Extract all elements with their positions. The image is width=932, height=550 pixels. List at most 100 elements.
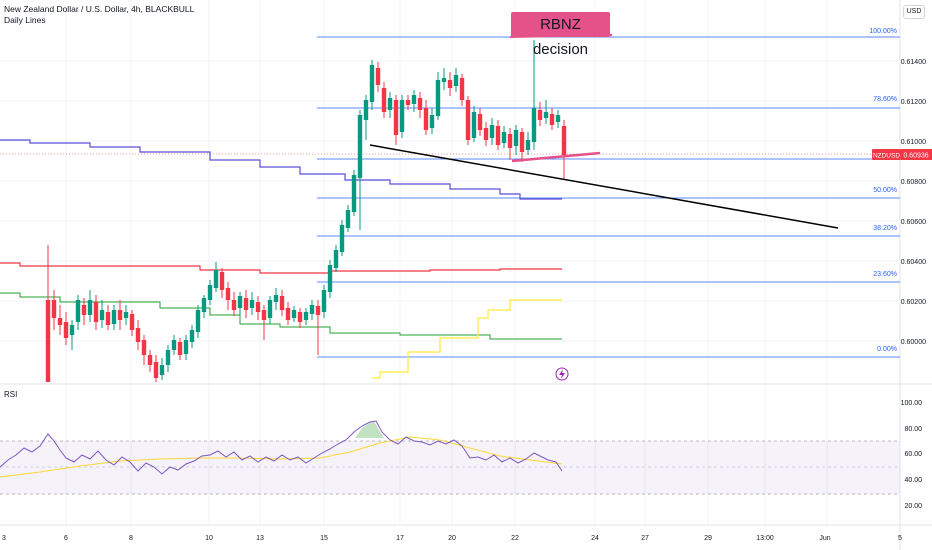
rsi-tick: 20.00 bbox=[904, 503, 922, 510]
candle-body bbox=[525, 140, 531, 150]
time-axis[interactable]: 3 6 8 10 13 15 17 20 22 24 27 29 13:00 J… bbox=[2, 535, 902, 542]
candle-body bbox=[489, 125, 495, 138]
candle-body bbox=[177, 342, 183, 355]
candle-body bbox=[189, 330, 195, 342]
candle-body bbox=[171, 340, 177, 350]
time-tick: 13 bbox=[256, 535, 264, 542]
candle-body bbox=[195, 310, 201, 332]
rsi-label[interactable]: RSI bbox=[4, 390, 18, 399]
price-tick: 0.61000 bbox=[901, 139, 926, 146]
candle-body bbox=[141, 340, 147, 355]
candle-body bbox=[393, 100, 399, 135]
time-tick: 27 bbox=[641, 535, 649, 542]
candle-body bbox=[555, 115, 561, 122]
candle-body bbox=[69, 325, 75, 335]
candle-body bbox=[309, 305, 315, 314]
candle-body bbox=[123, 312, 129, 318]
candle-body bbox=[201, 298, 207, 312]
candle-body bbox=[501, 132, 507, 143]
candle-body bbox=[237, 296, 243, 308]
fib-labels: 100.00% 78.60% 50.00% 38.20% 23.60% 0.00… bbox=[869, 28, 897, 353]
candle-body bbox=[519, 132, 525, 152]
candle-body bbox=[243, 298, 249, 310]
candle-body bbox=[495, 126, 501, 145]
candle-body bbox=[405, 100, 411, 105]
candle-body bbox=[297, 312, 303, 322]
time-tick: 6 bbox=[64, 535, 68, 542]
candle-body bbox=[135, 328, 141, 342]
candle-body bbox=[117, 310, 123, 320]
candle-body bbox=[87, 300, 93, 315]
price-axis[interactable]: 0.61400 0.61200 0.61000 0.60800 0.60600 … bbox=[901, 59, 926, 346]
candle-body bbox=[267, 300, 273, 318]
time-tick: 15 bbox=[320, 535, 328, 542]
time-tick: 24 bbox=[591, 535, 599, 542]
candle-body bbox=[303, 312, 309, 320]
currency-button[interactable]: USD bbox=[903, 5, 925, 19]
candle-body bbox=[45, 300, 51, 382]
price-tick: 0.60400 bbox=[901, 259, 926, 266]
candle-body bbox=[429, 115, 435, 128]
lightning-icon[interactable] bbox=[555, 367, 569, 381]
trendline-black[interactable] bbox=[369, 144, 839, 229]
candle-body bbox=[285, 308, 291, 320]
candle-body bbox=[477, 114, 483, 130]
candle-body bbox=[273, 295, 279, 302]
daily-line-blue bbox=[0, 139, 562, 200]
candle-body bbox=[459, 78, 465, 100]
candle-body bbox=[129, 314, 135, 330]
time-tick: 8 bbox=[129, 535, 133, 542]
rsi-tick: 60.00 bbox=[904, 451, 922, 458]
candle-body bbox=[255, 302, 261, 312]
daily-line-red bbox=[0, 262, 562, 274]
candle-body bbox=[549, 114, 555, 125]
candlestick-series bbox=[45, 40, 567, 382]
candle-body bbox=[381, 88, 387, 112]
candle-body bbox=[165, 350, 171, 365]
candle-body bbox=[105, 312, 111, 325]
daily-line-green bbox=[0, 292, 562, 340]
candle-body bbox=[339, 225, 345, 252]
rsi-ma-line bbox=[0, 436, 563, 478]
candle-body bbox=[159, 365, 165, 375]
price-tick: 0.60800 bbox=[901, 179, 926, 186]
candle-body bbox=[441, 78, 447, 82]
fib-retracement[interactable] bbox=[317, 36, 900, 358]
candle-body bbox=[333, 250, 339, 268]
candle-body bbox=[447, 80, 453, 88]
candle-body bbox=[213, 270, 219, 288]
candle-body bbox=[219, 272, 225, 290]
candle-body bbox=[261, 310, 267, 320]
symbol-title[interactable]: New Zealand Dollar / U.S. Dollar, 4h, BL… bbox=[4, 4, 195, 14]
candle-body bbox=[465, 100, 471, 140]
candle-body bbox=[147, 355, 153, 365]
fib-label: 78.60% bbox=[873, 96, 897, 103]
candle-body bbox=[411, 95, 417, 104]
time-tick: Jun bbox=[819, 535, 830, 542]
time-tick: 10 bbox=[205, 535, 213, 542]
candle-body bbox=[453, 75, 459, 86]
price-grid bbox=[0, 0, 900, 525]
candle-body bbox=[423, 108, 429, 130]
rsi-pane bbox=[0, 420, 900, 495]
candle-body bbox=[99, 310, 105, 320]
price-tick: 0.60200 bbox=[901, 299, 926, 306]
fib-label: 50.00% bbox=[873, 187, 897, 194]
candle-body bbox=[279, 296, 285, 310]
candle-body bbox=[507, 134, 513, 148]
candle-body bbox=[531, 108, 537, 142]
candle-body bbox=[249, 300, 255, 308]
time-tick: 13:00 bbox=[756, 535, 774, 542]
indicator-label[interactable]: Daily Lines bbox=[4, 15, 46, 25]
candle-body bbox=[537, 110, 543, 120]
fib-label: 100.00% bbox=[869, 28, 897, 35]
symbol-price-tag: NZDUSD 0.60936 bbox=[872, 149, 932, 160]
time-tick: 5 bbox=[898, 535, 902, 542]
trendline-pink[interactable] bbox=[511, 151, 601, 163]
rbnz-decision-annotation[interactable]: RBNZ decision bbox=[511, 12, 610, 58]
candle-body bbox=[375, 68, 381, 85]
candle-body bbox=[153, 362, 159, 378]
time-tick: 20 bbox=[448, 535, 456, 542]
price-tick: 0.60000 bbox=[901, 339, 926, 346]
